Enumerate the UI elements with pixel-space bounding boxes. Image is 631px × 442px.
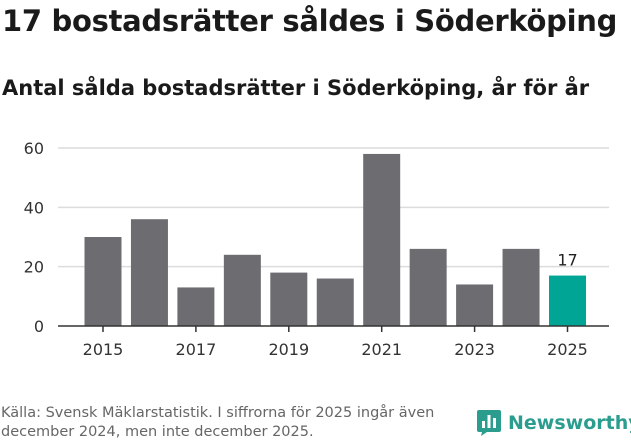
x-tick-label: 2023 (454, 340, 495, 359)
bar-2024 (502, 248, 540, 326)
bar-2022 (409, 248, 447, 326)
bar-2017 (177, 287, 215, 326)
logo-text: Newsworthy (508, 412, 631, 434)
y-tick-label: 20 (24, 258, 44, 277)
bar-chart-logo-icon (477, 410, 501, 436)
x-tick-label: 2015 (83, 340, 124, 359)
data-label: 17 (557, 251, 577, 270)
labels: 0 20 40 60 2015 2017 2019 2021 2023 2025 17 (24, 139, 588, 359)
source-note: Källa: Svensk Mäklarstatistik. I siffror… (1, 405, 435, 440)
y-tick-label: 40 (24, 198, 44, 217)
bar-2020 (316, 278, 354, 326)
bar-2023 (456, 284, 494, 326)
x-tick-label: 2021 (361, 340, 402, 359)
bars (84, 153, 586, 326)
bar-2025 (549, 275, 586, 326)
axes (58, 325, 609, 332)
y-tick-label: 60 (24, 139, 44, 158)
x-tick-label: 2017 (176, 340, 217, 359)
chart-title: 17 bostadsrätter såldes i Söderköping (2, 4, 618, 38)
y-tick-label: 0 (34, 317, 44, 336)
bar-chart: 0 20 40 60 2015 2017 2019 2021 2023 2025 17 (24, 139, 609, 359)
newsworthy-logo: Newsworthy (476, 409, 631, 437)
chart-subtitle: Antal sålda bostadsrätter i Söderköping,… (2, 76, 590, 100)
x-tick-label: 2019 (268, 340, 309, 359)
bar-2019 (270, 272, 308, 326)
bar-2016 (130, 219, 168, 326)
bar-2018 (223, 254, 261, 326)
bar-2015 (84, 237, 122, 326)
bar-2021 (363, 153, 401, 326)
x-tick-label: 2025 (547, 340, 588, 359)
